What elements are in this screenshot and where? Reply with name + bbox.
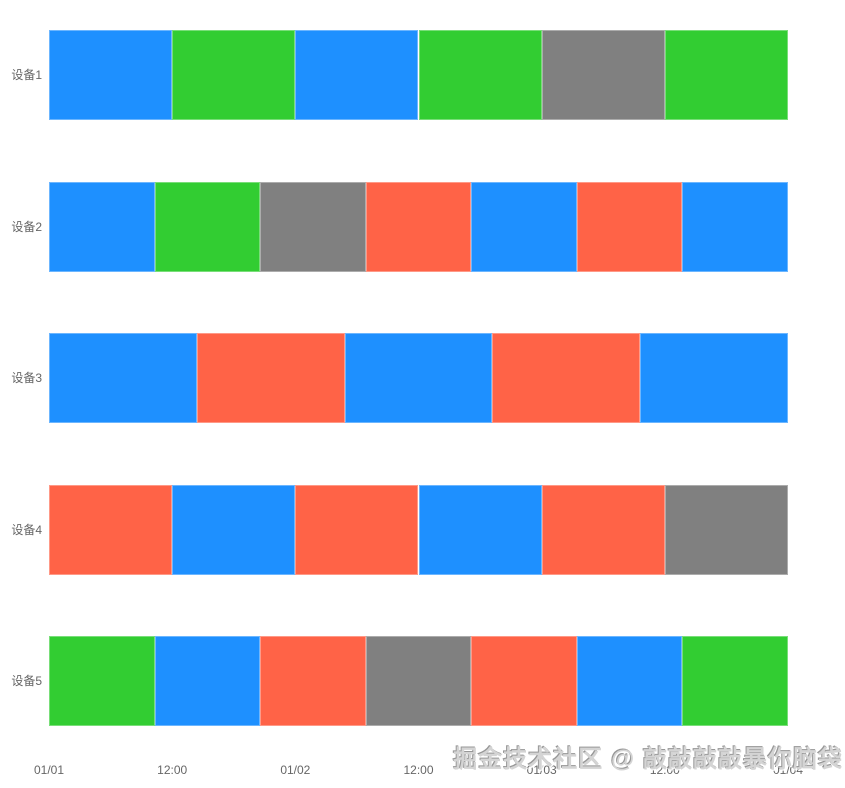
gantt-bar-segment-green[interactable] bbox=[154, 181, 261, 272]
gantt-bar-segment-red[interactable] bbox=[365, 181, 472, 272]
gantt-bar-segment-green[interactable] bbox=[49, 636, 155, 726]
y-axis-label: 设备2 bbox=[11, 219, 42, 234]
gantt-row bbox=[49, 181, 788, 272]
gantt-bar-segment-red[interactable] bbox=[576, 181, 683, 272]
watermark-text: 掘金技术社区 @ 敲敲敲敲暴你脑袋 bbox=[453, 746, 843, 773]
y-axis-label: 设备4 bbox=[11, 522, 42, 537]
gantt-bar-segment-blue[interactable] bbox=[471, 181, 577, 272]
x-axis-tick-label: 01/04 bbox=[772, 763, 804, 777]
x-axis-tick-label: 12:00 bbox=[403, 763, 434, 777]
gantt-bar-segment-gray[interactable] bbox=[365, 636, 472, 726]
x-axis-tick-label: 12:00 bbox=[157, 763, 188, 777]
gantt-row bbox=[49, 636, 788, 726]
gantt-bar-segment-blue[interactable] bbox=[295, 30, 419, 120]
gantt-bar-segment-blue[interactable] bbox=[640, 333, 788, 423]
gantt-bar-segment-blue[interactable] bbox=[682, 181, 788, 272]
gantt-bar-segment-blue[interactable] bbox=[418, 484, 542, 575]
gantt-row bbox=[49, 484, 788, 575]
x-axis-tick-label: 01/02 bbox=[280, 763, 311, 777]
gantt-bar-segment-blue[interactable] bbox=[49, 30, 173, 120]
gantt-row bbox=[49, 30, 788, 120]
gantt-bar-segment-blue[interactable] bbox=[344, 333, 493, 423]
gantt-bar-segment-blue[interactable] bbox=[49, 333, 197, 423]
gantt-bar-segment-red[interactable] bbox=[471, 636, 577, 726]
x-axis-tick-label: 01/01 bbox=[33, 763, 65, 777]
gantt-bar-segment-red[interactable] bbox=[295, 484, 419, 575]
gantt-bar-segment-red[interactable] bbox=[49, 484, 173, 575]
gantt-bar-segment-red[interactable] bbox=[260, 636, 366, 726]
gantt-bar-segment-red[interactable] bbox=[492, 333, 641, 423]
gantt-bar-segment-gray[interactable] bbox=[664, 484, 788, 575]
gantt-bar-segment-red[interactable] bbox=[196, 333, 345, 423]
y-axis-label: 设备1 bbox=[11, 68, 42, 82]
gantt-bar-segment-green[interactable] bbox=[664, 30, 788, 120]
gantt-bar-segment-blue[interactable] bbox=[172, 484, 296, 575]
y-axis-label: 设备5 bbox=[11, 674, 42, 688]
y-axis-label: 设备3 bbox=[11, 371, 42, 385]
gantt-bar-segment-green[interactable] bbox=[682, 636, 788, 726]
gantt-bar-segment-blue[interactable] bbox=[154, 636, 261, 726]
gantt-bar-segment-blue[interactable] bbox=[576, 636, 683, 726]
x-axis-tick-label: 12:00 bbox=[649, 763, 680, 777]
gantt-bar-segment-red[interactable] bbox=[541, 484, 665, 575]
gantt-bar-segment-green[interactable] bbox=[172, 30, 296, 120]
gantt-bar-segment-green[interactable] bbox=[418, 30, 542, 120]
gantt-bar-segment-blue[interactable] bbox=[49, 181, 155, 272]
gantt-bar-segment-gray[interactable] bbox=[541, 30, 665, 120]
x-axis-tick-label: 01/03 bbox=[526, 763, 557, 777]
gantt-row bbox=[49, 333, 788, 423]
gantt-bar-segment-gray[interactable] bbox=[260, 181, 366, 272]
